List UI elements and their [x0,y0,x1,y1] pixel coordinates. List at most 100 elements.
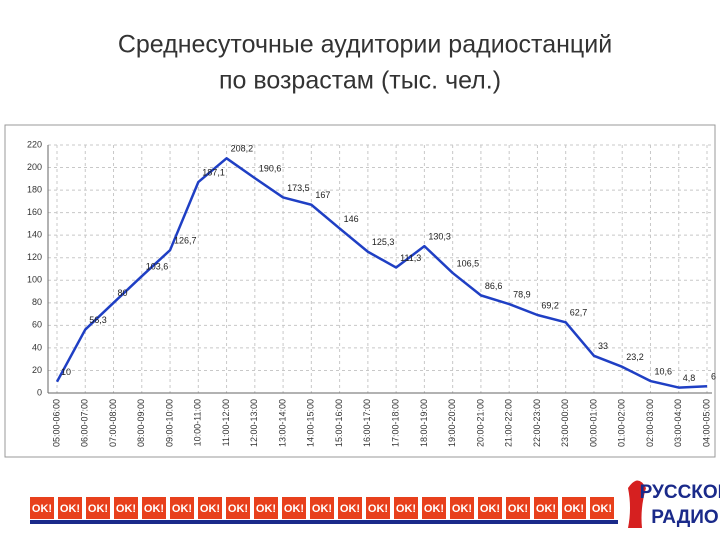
badge-text: OK! [88,503,108,515]
data-label: 208,2 [231,144,254,154]
badge-text: OK! [424,503,444,515]
y-tick-label: 120 [27,252,42,262]
badge [58,497,82,519]
x-tick-label: 16:00-17:00 [362,399,372,447]
badge [226,497,250,519]
badge-text: OK! [368,503,388,515]
x-tick-label: 22:00-23:00 [532,399,542,447]
badge [590,497,614,519]
badge-text: OK! [592,503,612,515]
badge [198,497,222,519]
logo-mark [628,480,646,528]
data-label: 69,2 [541,300,559,310]
logo-text: РУССКОЕ [640,482,720,503]
badge-text: OK! [32,503,52,515]
badge [30,497,54,519]
badge [170,497,194,519]
x-tick-label: 19:00-20:00 [447,399,457,447]
y-tick-label: 60 [32,320,42,330]
badge-row: OK! OK! OK! OK! OK! OK! OK! OK! OK! OK! OK! OK! OK! O… [30,497,614,519]
x-tick-label: 06:00-07:00 [80,399,90,447]
x-tick-label: 08:00-09:00 [136,399,146,447]
badge [422,497,446,519]
x-tick-label: 11:00-12:00 [221,399,231,446]
badge-text: OK! [284,503,304,515]
data-label: 80 [118,288,128,298]
data-label: 106,5 [457,258,480,268]
badge-text: OK! [480,503,500,515]
x-tick-label: 09:00-10:00 [164,399,174,447]
badge [450,497,474,519]
badge [86,497,110,519]
badge [534,497,558,519]
badge-text: OK! [508,503,528,515]
x-tick-label: 14:00-15:00 [306,399,316,447]
badge-text: OK! [340,503,360,515]
badge-text: OK! [256,503,276,515]
x-tick-label: 04:00-05:00 [701,399,711,447]
badge-text: OK! [172,503,192,515]
data-label: 23,2 [626,352,644,362]
x-tick-label: 23:00-00:00 [560,399,570,447]
y-tick-label: 220 [27,139,42,149]
data-label: 33 [598,341,608,351]
badge-text: OK! [200,503,220,515]
data-label: 4,8 [683,373,696,383]
data-label: 130,3 [428,231,451,241]
data-label: 103,6 [146,262,169,272]
title-line: Среднесуточные аудитории радиостанций [118,31,612,59]
x-tick-label: 13:00-14:00 [277,399,287,447]
data-label: 10,6 [654,366,672,376]
badge [562,497,586,519]
data-label: 10 [61,367,71,377]
data-label: 190,6 [259,164,282,174]
data-label: 167 [315,190,330,200]
badge [142,497,166,519]
x-tick-label: 15:00-16:00 [334,399,344,447]
badge-text: OK! [312,503,332,515]
data-label: 187,1 [202,167,225,177]
badge [282,497,306,519]
badge-text: OK! [60,503,80,515]
data-label: 56,3 [89,315,107,325]
badge [394,497,418,519]
x-tick-label: 07:00-08:00 [108,399,118,447]
data-label: 86,6 [485,281,503,291]
y-tick-label: 0 [37,387,42,397]
badge [366,497,390,519]
x-tick-label: 05:00-06:00 [51,399,61,447]
data-label: 111,3 [400,253,421,263]
x-tick-label: 18:00-19:00 [419,399,429,447]
badge [506,497,530,519]
badge [338,497,362,519]
logo-text: РАДИО [651,507,718,528]
y-tick-label: 140 [27,230,42,240]
series-line [55,157,708,389]
data-label: 125,3 [372,237,395,247]
x-tick-label: 20:00-21:00 [475,399,485,447]
y-tick-label: 80 [32,297,42,307]
x-tick-label: 21:00-22:00 [504,399,514,447]
x-tick-label: 01:00-02:00 [617,399,627,447]
data-label: 6 [711,372,716,382]
badge [310,497,334,519]
x-tick-label: 00:00-01:00 [588,399,598,447]
y-tick-label: 200 [27,162,42,172]
badge [254,497,278,519]
title-line: по возрастам (тыс. чел.) [219,67,501,95]
x-tick-label: 03:00-04:00 [673,399,683,447]
y-tick-label: 100 [27,275,42,285]
badge-text: OK! [536,503,556,515]
x-tick-label: 17:00-18:00 [391,399,401,447]
badge [114,497,138,519]
data-label: 146 [344,214,359,224]
x-tick-label: 12:00-13:00 [249,399,259,447]
y-tick-label: 160 [27,207,42,217]
y-tick-label: 20 [32,365,42,375]
badge [478,497,502,519]
x-tick-label: 10:00-11:00 [193,399,203,446]
data-label: 62,7 [570,308,588,318]
badge-underline [30,520,618,524]
